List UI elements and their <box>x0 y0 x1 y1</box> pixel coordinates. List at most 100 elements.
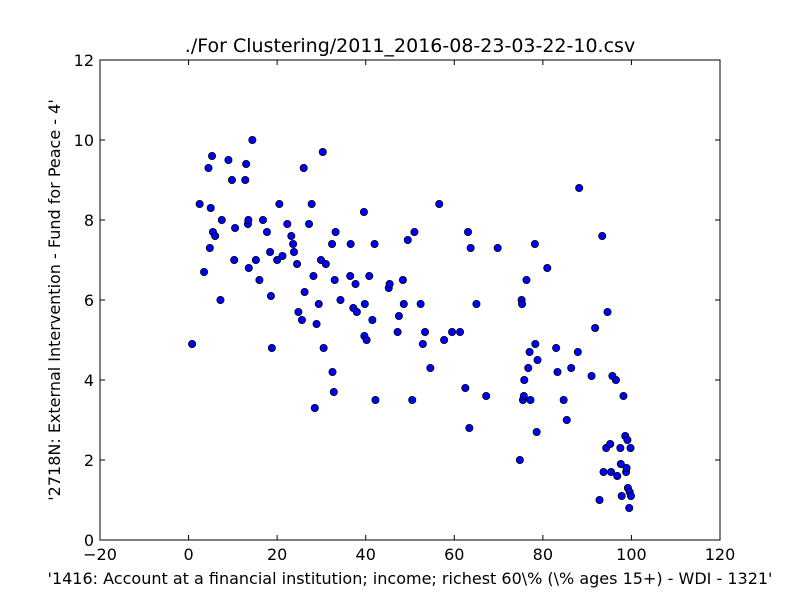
data-point <box>611 375 620 384</box>
data-point <box>362 335 371 344</box>
data-point <box>562 415 571 424</box>
data-point <box>289 239 298 248</box>
data-point <box>461 383 470 392</box>
data-point <box>230 255 239 264</box>
data-point <box>365 271 374 280</box>
data-point <box>244 215 253 224</box>
x-tick-label: 60 <box>444 545 464 564</box>
data-point <box>346 271 355 280</box>
data-point <box>241 175 250 184</box>
data-point <box>204 163 213 172</box>
data-point <box>466 243 475 252</box>
data-point <box>598 231 607 240</box>
data-point <box>309 271 318 280</box>
data-point <box>227 175 236 184</box>
x-tick-label: 80 <box>533 545 553 564</box>
data-point <box>393 327 402 336</box>
data-point <box>331 227 340 236</box>
data-point <box>351 279 360 288</box>
x-tick-label: 40 <box>356 545 376 564</box>
data-point <box>329 387 338 396</box>
data-point <box>273 255 282 264</box>
data-point <box>591 323 600 332</box>
data-point <box>231 223 240 232</box>
data-point <box>283 219 292 228</box>
data-point <box>530 239 539 248</box>
data-point <box>524 363 533 372</box>
data-point <box>575 183 584 192</box>
data-point <box>493 243 502 252</box>
data-point <box>606 439 615 448</box>
data-point <box>211 231 220 240</box>
data-point <box>559 395 568 404</box>
data-point <box>248 135 257 144</box>
y-tick-label: 12 <box>74 51 94 70</box>
data-point <box>297 315 306 324</box>
data-point <box>352 307 361 316</box>
data-point <box>319 343 328 352</box>
data-point <box>456 327 465 336</box>
data-point <box>330 275 339 284</box>
data-point <box>408 395 417 404</box>
data-point <box>464 227 473 236</box>
plot-frame <box>99 59 721 541</box>
data-point <box>410 227 419 236</box>
data-point <box>435 199 444 208</box>
data-point <box>398 275 407 284</box>
data-point <box>440 335 449 344</box>
y-tick-label: 4 <box>84 371 94 390</box>
data-point <box>318 147 327 156</box>
data-point <box>448 327 457 336</box>
y-tick-label: 6 <box>84 291 94 310</box>
data-point <box>299 163 308 172</box>
data-point <box>321 259 330 268</box>
data-point <box>416 299 425 308</box>
data-point <box>515 455 524 464</box>
data-point <box>217 215 226 224</box>
data-point <box>472 299 481 308</box>
data-point <box>616 459 625 468</box>
data-point <box>625 503 634 512</box>
data-point <box>307 199 316 208</box>
data-point <box>526 395 535 404</box>
y-tick-label: 10 <box>74 131 94 150</box>
chart-title: ./For Clustering/2011_2016-08-23-03-22-1… <box>185 35 635 57</box>
data-point <box>314 299 323 308</box>
data-point <box>622 463 631 472</box>
y-tick-label: 8 <box>84 211 94 230</box>
data-point <box>195 199 204 208</box>
data-point <box>595 495 604 504</box>
data-point <box>623 435 632 444</box>
data-point <box>258 215 267 224</box>
y-tick-label: 2 <box>84 451 94 470</box>
x-axis-label: '1416: Account at a financial institutio… <box>48 569 773 588</box>
data-point <box>465 423 474 432</box>
x-tick-label: 20 <box>267 545 287 564</box>
data-point <box>216 295 225 304</box>
data-point <box>599 467 608 476</box>
data-point <box>310 403 319 412</box>
data-point <box>567 363 576 372</box>
data-point <box>251 255 260 264</box>
data-point <box>266 247 275 256</box>
data-point <box>403 235 412 244</box>
data-point <box>206 203 215 212</box>
data-point <box>385 279 394 288</box>
x-tick-label: 100 <box>616 545 647 564</box>
y-tick-label: 0 <box>84 531 94 550</box>
data-point <box>607 467 616 476</box>
data-point <box>188 339 197 348</box>
data-point <box>242 159 251 168</box>
data-point <box>394 311 403 320</box>
data-point <box>200 267 209 276</box>
data-point <box>418 339 427 348</box>
x-tick-label: −20 <box>83 545 117 564</box>
data-point <box>360 299 369 308</box>
data-point <box>482 391 491 400</box>
data-point <box>619 391 628 400</box>
data-point <box>519 391 528 400</box>
data-point <box>553 367 562 376</box>
data-point <box>328 367 337 376</box>
